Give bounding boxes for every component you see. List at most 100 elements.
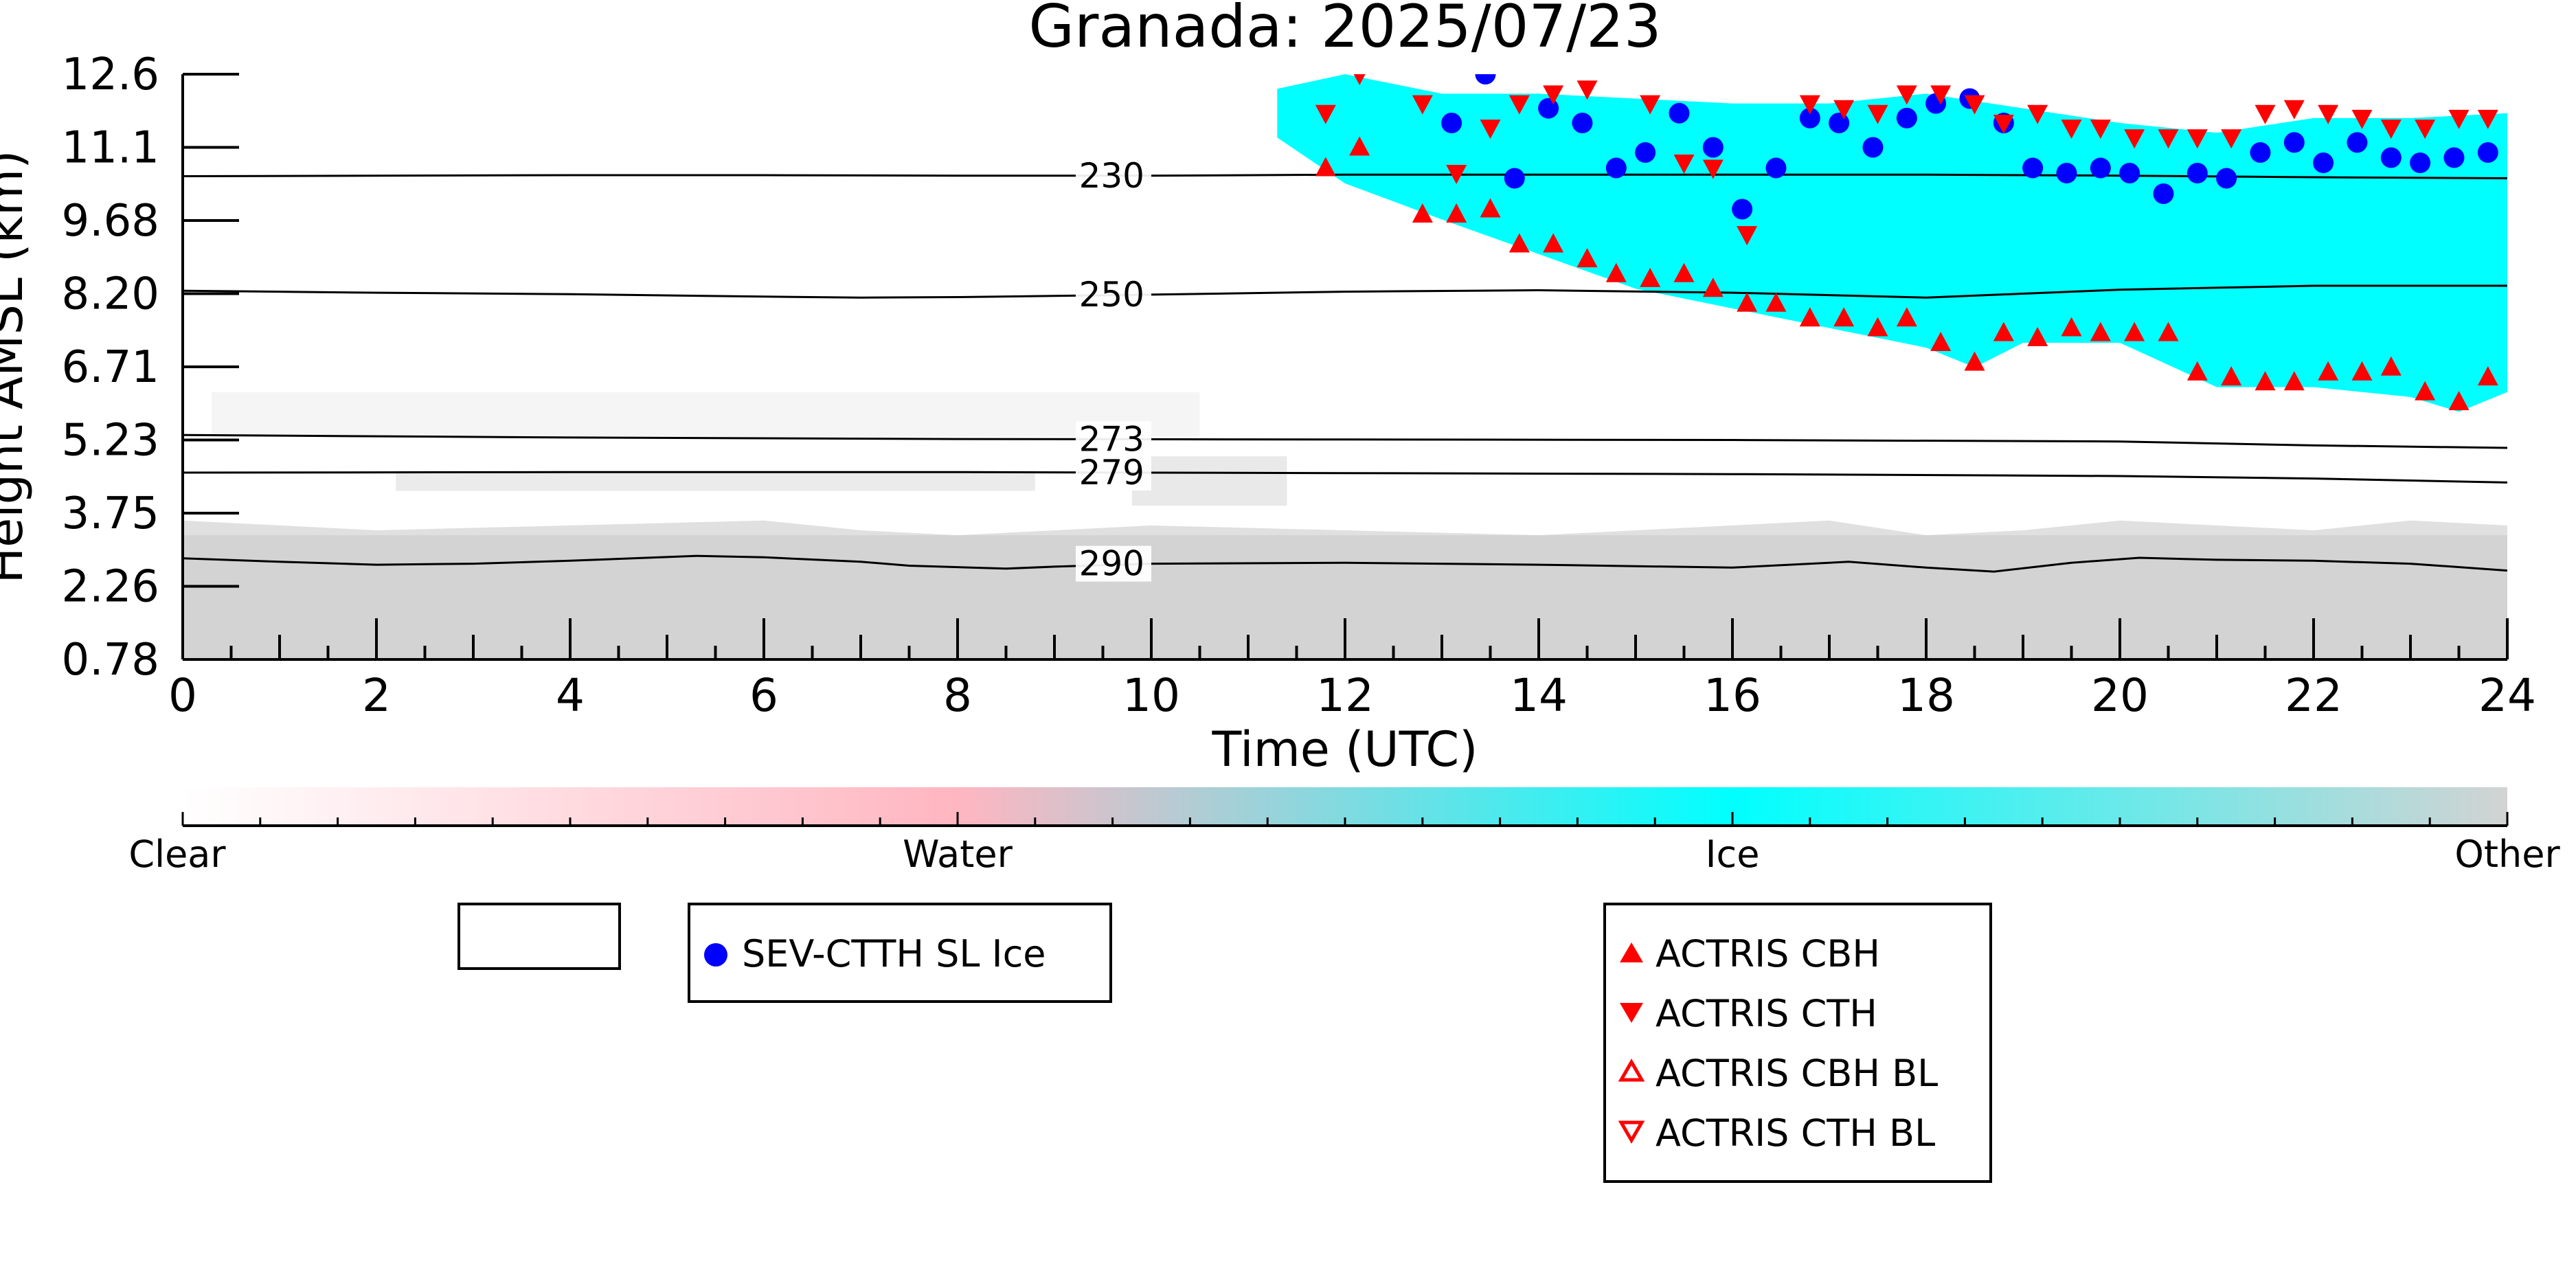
marker-actris-cbh bbox=[1702, 278, 1724, 297]
other-haze-mid bbox=[396, 471, 1035, 491]
marker-actris-cth bbox=[1737, 226, 1758, 246]
marker-actris-cbh bbox=[2318, 361, 2339, 381]
marker-actris-cbh bbox=[2380, 356, 2402, 376]
x-tick-label: 10 bbox=[1122, 669, 1180, 722]
legend-marker-sev-ctth bbox=[704, 943, 727, 967]
marker-actris-cth bbox=[1930, 85, 1952, 105]
marker-actris-cth bbox=[1833, 100, 1855, 120]
marker-actris-cbh bbox=[1605, 262, 1627, 282]
marker-sev-ctth-sl-ice bbox=[1862, 137, 1884, 158]
marker-sev-ctth-sl-ice bbox=[2443, 147, 2465, 168]
marker-actris-cth bbox=[1799, 95, 1820, 115]
marker-actris-cbh bbox=[2448, 391, 2470, 411]
isotherm-label-230: 230 bbox=[1079, 156, 1144, 196]
colorbar-label-water: Water bbox=[903, 833, 1013, 876]
marker-actris-cbh bbox=[1446, 203, 1467, 223]
marker-actris-cbh bbox=[1993, 321, 2014, 341]
marker-sev-ctth-sl-ice bbox=[2187, 163, 2208, 183]
background-classification bbox=[183, 74, 2507, 659]
legend-label-actris-cth: ACTRIS CTH bbox=[1656, 992, 1877, 1035]
isotherm-279 bbox=[183, 471, 2507, 484]
colorbar-ticks bbox=[181, 812, 2509, 826]
marker-sev-ctth-sl-ice bbox=[2477, 142, 2498, 163]
marker-actris-cbh bbox=[2415, 381, 2436, 400]
marker-actris-cth bbox=[1702, 159, 1724, 179]
marker-sev-ctth-sl-ice bbox=[2153, 183, 2174, 204]
y-tick-label: 3.75 bbox=[62, 488, 160, 539]
y-tick-label: 12.6 bbox=[62, 49, 160, 100]
marker-sev-ctth-sl-ice bbox=[2056, 163, 2077, 183]
colorbar-label-clear: Clear bbox=[128, 833, 226, 876]
isotherm-label-250: 250 bbox=[1079, 275, 1144, 315]
legend-label-actris-cbh: ACTRIS CBH bbox=[1656, 932, 1880, 975]
marker-sev-ctth-sl-ice bbox=[1441, 113, 1462, 133]
marker-actris-cbh bbox=[1896, 307, 1917, 327]
marker-actris-cth bbox=[1509, 95, 1530, 115]
marker-actris-cbh bbox=[1737, 292, 1758, 312]
y-tick-label: 6.71 bbox=[62, 342, 160, 393]
isotherm-label-bg-279 bbox=[1076, 454, 1151, 490]
ice-cloud-region bbox=[1277, 74, 2507, 412]
y-tick-label: 0.78 bbox=[62, 635, 160, 686]
marker-sev-ctth-sl-ice bbox=[1829, 113, 1850, 133]
legend-label-actris-cth-bl: ACTRIS CTH BL bbox=[1656, 1111, 1935, 1155]
marker-actris-cth bbox=[1577, 80, 1598, 100]
isotherm-290 bbox=[183, 554, 2507, 573]
x-tick-label: 2 bbox=[362, 669, 391, 722]
marker-actris-cth bbox=[1673, 155, 1695, 174]
x-tick-label: 6 bbox=[749, 669, 778, 722]
marker-sev-ctth-sl-ice bbox=[1572, 113, 1593, 133]
marker-actris-cbh bbox=[2283, 371, 2305, 391]
marker-actris-cth bbox=[1964, 95, 1985, 115]
marker-sev-ctth-sl-ice bbox=[1732, 199, 1753, 220]
marker-sev-ctth-sl-ice bbox=[2380, 147, 2402, 168]
marker-actris-cbh bbox=[1349, 136, 1370, 156]
x-axis-ticks: 0 2 4 6 8 10 12 14 16 18 20 22 24 bbox=[168, 618, 2536, 722]
x-tick-label: 18 bbox=[1897, 669, 1955, 722]
marker-sev-ctth-sl-ice bbox=[1896, 107, 1917, 128]
marker-actris-cth bbox=[2158, 129, 2179, 149]
marker-actris-cth bbox=[1480, 120, 1501, 139]
isotherm-273 bbox=[183, 433, 2507, 449]
marker-actris-cbh bbox=[2124, 321, 2145, 341]
marker-actris-cth bbox=[2187, 129, 2208, 149]
marker-sev-ctth-sl-ice bbox=[1504, 168, 1525, 189]
plot-area bbox=[183, 74, 2507, 659]
chart-title: Granada: 2025/07/23 bbox=[1028, 0, 1661, 61]
marker-actris-cbh bbox=[2158, 321, 2179, 341]
x-tick-label: 20 bbox=[2091, 669, 2149, 722]
marker-sev-ctth-sl-ice bbox=[1538, 98, 1559, 119]
marker-actris-cbh bbox=[1833, 307, 1855, 327]
marker-actris-cth bbox=[2090, 120, 2111, 139]
marker-sev-ctth-sl-ice bbox=[2119, 163, 2140, 183]
marker-actris-cbh bbox=[2351, 361, 2373, 381]
marker-actris-cbh bbox=[1315, 157, 1336, 177]
marker-actris-cbh bbox=[1673, 262, 1695, 282]
x-axis-label: Time (UTC) bbox=[1212, 721, 1478, 778]
marker-sev-ctth-sl-ice bbox=[2313, 152, 2334, 173]
marker-actris-cth bbox=[1640, 95, 1661, 115]
legend-label-sev-ctth: SEV-CTTH SL Ice bbox=[742, 932, 1046, 975]
isotherm-label-273: 273 bbox=[1079, 419, 1144, 459]
marker-actris-cth bbox=[2318, 104, 2339, 124]
marker-sev-ctth-sl-ice bbox=[1669, 102, 1690, 124]
legend-right: ACTRIS CBH ACTRIS CTH ACTRIS CBH BL ACTR… bbox=[1603, 903, 1992, 1183]
marker-sev-ctth-sl-ice bbox=[2410, 152, 2431, 173]
marker-actris-cth bbox=[2221, 129, 2242, 149]
marker-actris-cbh bbox=[2255, 371, 2276, 391]
marker-actris-cth bbox=[1446, 165, 1467, 184]
marker-actris-cbh bbox=[2090, 321, 2111, 341]
isotherm-label-bg-290 bbox=[1076, 545, 1151, 582]
marker-actris-cbh bbox=[1930, 331, 1952, 351]
marker-actris-cbh bbox=[1867, 317, 1888, 337]
marker-actris-cbh bbox=[2187, 361, 2208, 381]
y-axis-ticks: 0.78 2.26 3.75 5.23 6.71 8.20 9.68 11.1 12.6 bbox=[62, 49, 239, 686]
marker-actris-cbh bbox=[2027, 326, 2048, 346]
marker-sev-ctth-sl-ice bbox=[1635, 142, 1656, 163]
marker-sev-ctth-sl-ice bbox=[1765, 157, 1787, 179]
marker-actris-cth bbox=[2351, 109, 2373, 129]
legend-marker-actris-cbh bbox=[1620, 942, 1643, 962]
marker-actris-cbh bbox=[2221, 366, 2242, 386]
marker-actris-cth bbox=[1896, 85, 1917, 105]
